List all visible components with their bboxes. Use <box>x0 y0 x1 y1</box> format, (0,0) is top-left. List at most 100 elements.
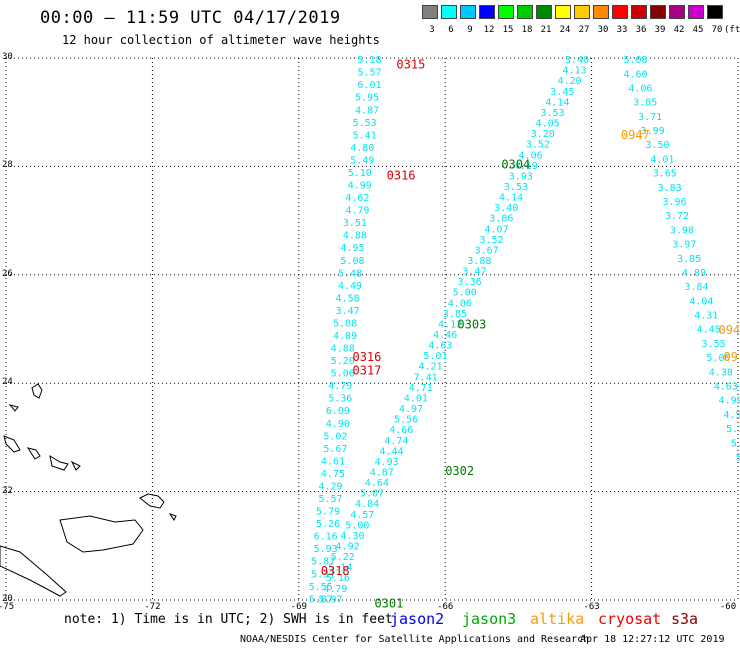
credit-line: NOAA/NESDIS Center for Satellite Applica… <box>240 634 590 645</box>
wave-height-value: 5.10 <box>348 168 372 179</box>
pass-time-label: 0318 <box>321 564 350 578</box>
wave-height-value: 4.01 <box>650 154 674 165</box>
scale-label: 12 <box>483 25 495 35</box>
latitude-label: 28 <box>2 160 13 171</box>
wave-height-value: 4.87 <box>355 105 379 116</box>
coastline <box>0 383 177 597</box>
pass-time-label: 094 <box>718 323 740 337</box>
scale-swatch <box>612 5 628 19</box>
wave-height-value: 4.05 <box>536 119 560 130</box>
pass-time-label: 09 <box>723 350 737 364</box>
wave-height-value: 3.83 <box>658 183 682 194</box>
wave-height-value: 4.14 <box>499 193 523 204</box>
scale-label: 33 <box>616 25 628 35</box>
wave-height-value: 6.09 <box>326 406 350 417</box>
wave-height-value: 5.87 <box>311 557 335 568</box>
wave-height-value: 4.93 <box>375 457 399 468</box>
scale-swatch <box>498 5 514 19</box>
satellite-legend-item: jason2 <box>390 610 445 628</box>
bahamas-island <box>49 454 69 471</box>
wave-height-value: 4.64 <box>365 478 389 489</box>
wave-height-value: 5.57 <box>318 494 342 505</box>
wave-height-value: 4.14 <box>545 97 569 108</box>
wave-height-value: 5.87 <box>309 594 333 605</box>
longitude-label: -72 <box>144 602 161 612</box>
wave-height-value: 3.86 <box>489 214 513 225</box>
scale-label: 24 <box>559 25 571 35</box>
wave-height-value: 4.31 <box>694 311 718 322</box>
wave-height-value: 5.63 <box>736 452 740 463</box>
scale-label: 30 <box>597 25 609 35</box>
wave-height-value: 5.07 <box>360 489 384 500</box>
altimeter-tracks: 5.185.576.015.954.875.535.414.805.495.10… <box>309 55 740 605</box>
pass-time-label: 0303 <box>457 318 486 332</box>
satellite-legend-item: s3a <box>671 610 699 628</box>
wave-height-value: 4.89 <box>682 268 706 279</box>
pass-time-label: 0316 <box>387 169 416 183</box>
wave-height-value: 6.16 <box>314 532 338 543</box>
wave-height-value: 4.30 <box>340 531 364 542</box>
wave-height-value: 4.44 <box>379 446 403 457</box>
wave-height-value: 5.14 <box>328 563 352 574</box>
scale-label: 6 <box>448 25 454 35</box>
scale-label: 39 <box>654 25 666 35</box>
wave-height-value: 4.80 <box>350 143 374 154</box>
scale-label: 15 <box>502 25 514 35</box>
scale-swatch <box>441 5 457 19</box>
scale-swatch <box>631 5 647 19</box>
bahamas-island <box>3 435 21 453</box>
wave-height-value: 5.08 <box>623 55 647 66</box>
longitude-label: -60 <box>719 602 737 612</box>
wave-height-value: 4.97 <box>399 404 423 415</box>
wave-height-value: 3.45 <box>550 87 574 98</box>
cuba <box>0 545 67 597</box>
wave-height-value: 4.19 <box>514 161 538 172</box>
wave-height-value: 5.95 <box>355 93 379 104</box>
wave-height-value: 3.40 <box>565 55 589 66</box>
scale-swatch <box>707 5 723 19</box>
wave-height-value: 5.00 <box>345 520 369 531</box>
scale-label: 9 <box>467 25 473 35</box>
wave-height-value: 5.93 <box>314 544 338 555</box>
bahamas-island <box>31 383 43 399</box>
footnote: note: 1) Time is in UTC; 2) SWH is in fe… <box>64 612 393 627</box>
wave-height-value: 4.13 <box>562 66 586 77</box>
wave-height-value: 5.67 <box>323 444 347 455</box>
longitude-label: -75 <box>0 602 15 612</box>
wave-height-value: 4.62 <box>345 193 369 204</box>
latitude-label: 24 <box>2 377 13 388</box>
wave-height-value: 4.07 <box>484 224 508 235</box>
wave-height-value: 4.99 <box>348 181 372 192</box>
pass-labels: 0315031603160317031803040303030203010947… <box>321 57 740 610</box>
wave-height-value: 4.46 <box>433 330 457 341</box>
wave-height-value: 4.60 <box>623 69 647 80</box>
satellite-legend-item: jason3 <box>462 610 517 628</box>
scale-swatch <box>574 5 590 19</box>
hispaniola <box>59 515 144 553</box>
wave-height-value: 4.58 <box>336 293 360 304</box>
generated-timestamp: Apr 18 12:27:12 UTC 2019 <box>580 634 725 645</box>
wave-height-value: 4.74 <box>384 436 408 447</box>
wave-height-value: 5.79 <box>316 507 340 518</box>
scale-swatch <box>555 5 571 19</box>
latitude-label: 22 <box>2 485 13 496</box>
pass-time-label: 0304 <box>501 158 530 172</box>
wave-height-value: 3.51 <box>343 218 367 229</box>
satellite-legend-item: altika <box>530 610 585 628</box>
wave-height-value: 4.12 <box>438 319 462 330</box>
scale-swatch <box>536 5 552 19</box>
wave-height-value: 3.96 <box>663 197 687 208</box>
wave-height-value: 4.89 <box>333 331 357 342</box>
wave-height-value: 3.72 <box>665 211 689 222</box>
scale-label: 42 <box>673 25 685 35</box>
wave-height-value: 5.12 <box>726 424 740 435</box>
wave-height-value: 4.63 <box>714 381 738 392</box>
pass-time-label: 0315 <box>396 57 425 71</box>
wave-height-value: 5.31 <box>311 569 335 580</box>
wave-height-value: 5.01 <box>423 351 447 362</box>
wave-height-value: 3.88 <box>467 256 491 267</box>
scale-swatch <box>517 5 533 19</box>
scale-label: 18 <box>521 25 533 35</box>
wave-height-value: 5.20 <box>331 356 355 367</box>
latitude-label: 20 <box>2 594 13 604</box>
